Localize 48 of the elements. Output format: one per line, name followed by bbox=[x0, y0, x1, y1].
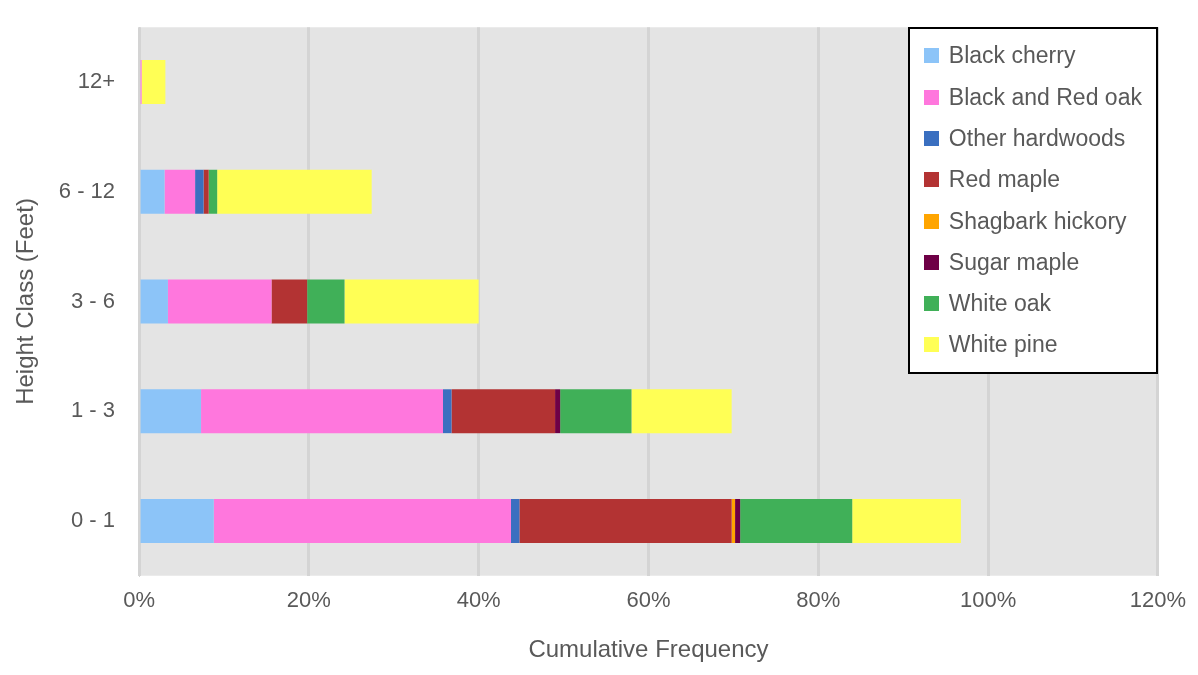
bar bbox=[217, 169, 372, 214]
legend-label: Black and Red oak bbox=[948, 83, 1142, 111]
y-tick-label: 1 - 3 bbox=[71, 397, 116, 423]
y-tick-label: 3 - 6 bbox=[71, 287, 116, 313]
x-tick-label: 60% bbox=[626, 587, 671, 613]
bar bbox=[271, 279, 308, 324]
bar bbox=[140, 389, 202, 434]
bar bbox=[307, 279, 345, 324]
legend-label: White oak bbox=[948, 290, 1052, 318]
bar bbox=[344, 279, 479, 324]
bar bbox=[735, 499, 741, 543]
x-tick-label: 40% bbox=[456, 587, 501, 613]
x-tick-label: 100% bbox=[959, 587, 1017, 613]
bar bbox=[740, 499, 853, 543]
y-tick-label: 0 - 1 bbox=[71, 507, 116, 532]
x-tick-label: 80% bbox=[796, 587, 841, 613]
y-tick-label: 6 - 12 bbox=[58, 177, 116, 203]
bar bbox=[852, 499, 961, 543]
bar bbox=[140, 169, 165, 214]
y-axis-title: Height Class (Feet) bbox=[11, 198, 39, 405]
bar bbox=[164, 169, 196, 214]
x-tick-label: 120% bbox=[1129, 587, 1187, 613]
bar bbox=[443, 389, 452, 434]
bar bbox=[140, 499, 214, 543]
bar bbox=[140, 279, 168, 324]
bar bbox=[201, 389, 443, 434]
bar bbox=[519, 499, 732, 543]
bar bbox=[451, 389, 556, 434]
legend-label: Shagbark hickory bbox=[948, 207, 1127, 235]
bar bbox=[631, 389, 732, 434]
bar bbox=[510, 499, 520, 543]
bar bbox=[208, 169, 218, 214]
bar bbox=[195, 169, 204, 214]
legend-label: Other hardwoods bbox=[948, 124, 1126, 152]
x-tick-label: 20% bbox=[286, 587, 331, 613]
bar bbox=[203, 169, 209, 214]
legend-label: White pine bbox=[948, 331, 1058, 359]
y-tick-label: 12+ bbox=[77, 68, 116, 94]
bar bbox=[560, 389, 632, 434]
x-axis-title: Cumulative Frequency bbox=[528, 635, 769, 663]
legend-label: Red maple bbox=[948, 166, 1061, 194]
bar bbox=[141, 60, 166, 104]
bar bbox=[213, 499, 511, 543]
legend-label: Sugar maple bbox=[948, 248, 1080, 276]
bar bbox=[555, 389, 561, 434]
legend-label: Black cherry bbox=[948, 42, 1076, 70]
bar bbox=[167, 279, 272, 324]
x-tick-label: 0% bbox=[123, 587, 155, 613]
